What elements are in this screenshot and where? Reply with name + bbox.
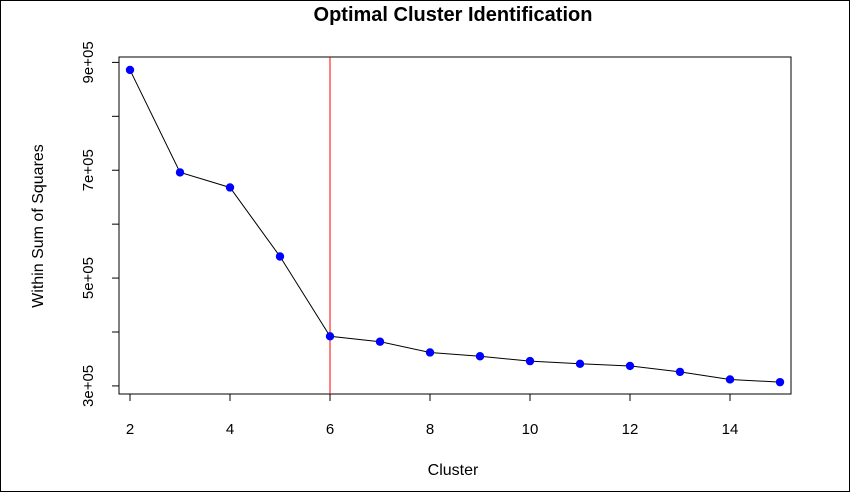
data-point bbox=[175, 168, 185, 177]
data-point bbox=[525, 356, 535, 366]
chart-marks bbox=[125, 57, 785, 394]
y-tick-label: 5e+05 bbox=[80, 257, 97, 299]
x-tick-label: 14 bbox=[722, 421, 739, 438]
x-tick-label: 8 bbox=[426, 421, 434, 438]
data-point bbox=[225, 183, 235, 192]
data-point bbox=[275, 252, 285, 261]
x-axis-label: Cluster bbox=[428, 462, 479, 479]
x-tick-label: 2 bbox=[126, 421, 134, 438]
data-point bbox=[425, 348, 435, 357]
data-point bbox=[625, 361, 635, 371]
data-point bbox=[475, 352, 485, 361]
chart-title: Optimal Cluster Identification bbox=[314, 4, 593, 26]
data-point bbox=[375, 337, 385, 346]
x-tick-label: 6 bbox=[326, 421, 334, 438]
data-point bbox=[775, 377, 785, 387]
y-axis-label: Within Sum of Squares bbox=[30, 144, 47, 308]
series-line bbox=[129, 69, 781, 383]
data-point bbox=[725, 375, 735, 384]
y-tick-label: 9e+05 bbox=[80, 41, 97, 83]
data-point bbox=[325, 332, 335, 341]
x-tick-label: 10 bbox=[522, 421, 539, 438]
plot-area-border bbox=[118, 56, 792, 395]
x-tick-label: 4 bbox=[226, 421, 234, 438]
y-tick-label: 3e+05 bbox=[80, 365, 97, 407]
y-axis: 3e+05 5e+05 7e+05 9e+05 bbox=[80, 41, 120, 407]
x-axis: 2 4 6 8 10 12 14 bbox=[126, 393, 739, 438]
x-tick-label: 12 bbox=[622, 421, 639, 438]
data-point bbox=[675, 367, 685, 377]
data-point bbox=[125, 65, 135, 75]
y-tick-label: 7e+05 bbox=[80, 149, 97, 191]
data-point bbox=[575, 359, 585, 369]
